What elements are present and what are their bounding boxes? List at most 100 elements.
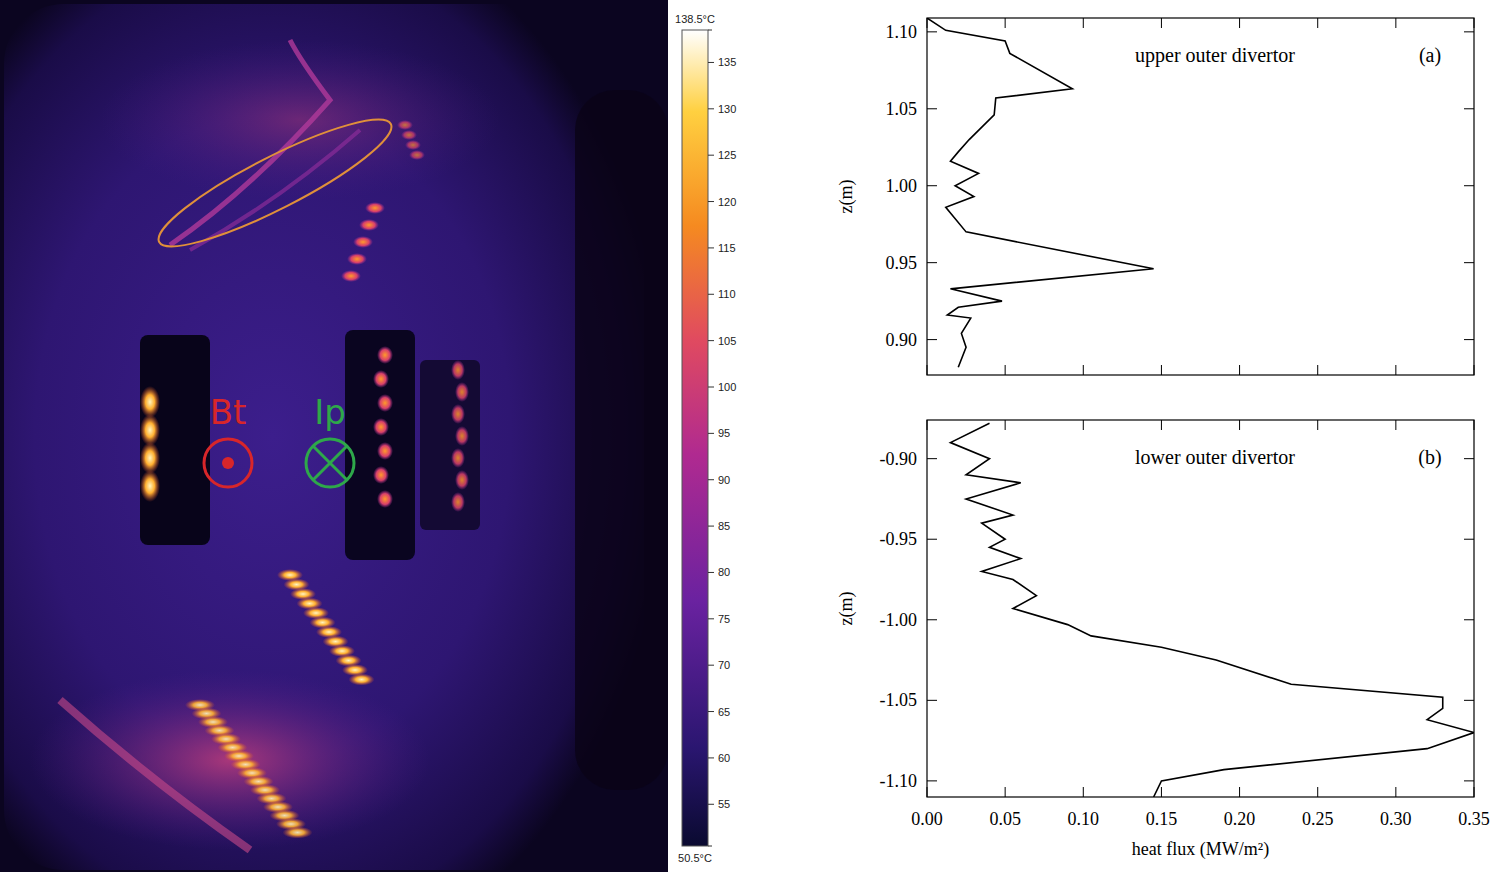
colorbar-end-tick: [708, 30, 712, 31]
colorbar-tick: [708, 340, 714, 341]
colorbar-tick-label: 120: [718, 196, 736, 208]
panel-label: (b): [1418, 446, 1441, 469]
x-tick: [1005, 18, 1006, 375]
colorbar-tick: [708, 155, 714, 156]
plot-area: [927, 18, 1154, 367]
x-tick-label: 0.00: [911, 809, 943, 829]
x-tick: [1083, 18, 1084, 375]
y-tick-label: -1.00: [880, 610, 918, 630]
colorbar-end-label: 138.5°C: [675, 13, 715, 25]
panel-label: (a): [1419, 44, 1441, 67]
thermal-image: [0, 0, 668, 872]
y-tick-label: 1.05: [886, 99, 918, 119]
x-tick: [1317, 18, 1318, 375]
cross: [313, 446, 347, 480]
x-tick: [1083, 420, 1084, 797]
x-tick: [1161, 420, 1162, 797]
colorbar: [682, 30, 708, 846]
colorbar-tick: [708, 247, 714, 248]
colorbar-tick: [708, 757, 714, 758]
y-tick: [927, 700, 1474, 701]
y-tick-label: -0.90: [880, 449, 918, 469]
direction-symbol: [306, 439, 354, 487]
colorbar-tick: [708, 108, 714, 109]
y-axis-title: z(m): [836, 180, 857, 214]
figure: BtIp556065707580859095100105110115120125…: [0, 0, 1502, 872]
plot-frame: [927, 18, 1474, 375]
colorbar-tick-label: 55: [718, 798, 730, 810]
x-tick-label: 0.10: [1068, 809, 1100, 829]
colorbar-tick-label: 130: [718, 103, 736, 115]
colorbar-tick-label: 75: [718, 613, 730, 625]
colorbar-tick: [708, 526, 714, 527]
colorbar-tick: [708, 201, 714, 202]
x-tick: [1474, 18, 1475, 375]
y-tick: [927, 780, 1474, 781]
colorbar-tick: [708, 387, 714, 388]
colorbar-tick-label: 105: [718, 335, 736, 347]
plot-area: [950, 423, 1474, 797]
colorbar-tick-label: 60: [718, 752, 730, 764]
dot: [222, 457, 234, 469]
y-tick: [927, 262, 1474, 263]
y-axis-title: z(m): [836, 592, 857, 626]
colorbar-tick-label: 80: [718, 566, 730, 578]
colorbar-tick-label: 125: [718, 149, 736, 161]
colorbar-tick-label: 100: [718, 381, 736, 393]
y-tick-label: 1.10: [886, 22, 918, 42]
colorbar-tick: [708, 433, 714, 434]
y-tick-label: -1.10: [880, 771, 918, 791]
colorbar-tick-label: 110: [718, 288, 736, 300]
panel-title: upper outer divertor: [1135, 44, 1295, 67]
y-tick-label: 0.95: [886, 253, 918, 273]
x-tick: [1239, 420, 1240, 797]
panel: 0.90 0.95 1.00 1.05 1.10 z(m) upper outer dive…: [836, 18, 1474, 375]
y-tick-label: 1.00: [886, 176, 918, 196]
colorbar-tick: [708, 62, 714, 63]
annotation: Bt: [210, 392, 247, 432]
colorbar-end-label: 50.5°C: [678, 852, 712, 864]
colorbar-tick: [708, 618, 714, 619]
panel: 0.000.050.100.150.200.250.300.35-1.10-1.…: [836, 420, 1490, 860]
x-tick: [1239, 18, 1240, 375]
x-tick: [1005, 420, 1006, 797]
colorbar-tick: [708, 572, 714, 573]
x-tick-label: 0.05: [989, 809, 1021, 829]
y-tick: [927, 185, 1474, 186]
x-tick: [1474, 420, 1475, 797]
colorbar-tick: [708, 804, 714, 805]
x-tick-label: 0.35: [1458, 809, 1490, 829]
x-tick: [1395, 420, 1396, 797]
colorbar-tick: [708, 665, 714, 666]
x-tick-label: 0.30: [1380, 809, 1412, 829]
x-tick: [1395, 18, 1396, 375]
y-tick: [927, 539, 1474, 540]
x-tick: [1317, 420, 1318, 797]
colorbar-tick: [708, 479, 714, 480]
colorbar-tick-label: 115: [718, 242, 736, 254]
colorbar-end-tick: [708, 846, 712, 847]
x-tick-label: 0.25: [1302, 809, 1334, 829]
y-tick: [927, 108, 1474, 109]
x-tick: [927, 420, 928, 797]
y-tick: [927, 31, 1474, 32]
y-tick-label: 0.90: [886, 330, 918, 350]
x-tick: [1161, 18, 1162, 375]
x-tick: [927, 18, 928, 375]
y-tick-label: -1.05: [880, 690, 918, 710]
heat-flux-line: [950, 423, 1474, 797]
panel-title: lower outer divertor: [1135, 446, 1295, 468]
heat-flux-line: [927, 18, 1154, 367]
colorbar-tick-label: 70: [718, 659, 730, 671]
colorbar-tick: [708, 294, 714, 295]
annotation: Ip: [314, 392, 346, 432]
x-axis-title: heat flux (MW/m²): [1132, 839, 1269, 860]
y-tick: [927, 619, 1474, 620]
colorbar-tick: [708, 711, 714, 712]
colorbar-tick-label: 90: [718, 474, 730, 486]
colorbar-tick-label: 65: [718, 706, 730, 718]
plot-frame: [927, 420, 1474, 797]
x-tick-label: 0.15: [1146, 809, 1178, 829]
y-tick: [927, 339, 1474, 340]
y-tick-label: -0.95: [880, 529, 918, 549]
